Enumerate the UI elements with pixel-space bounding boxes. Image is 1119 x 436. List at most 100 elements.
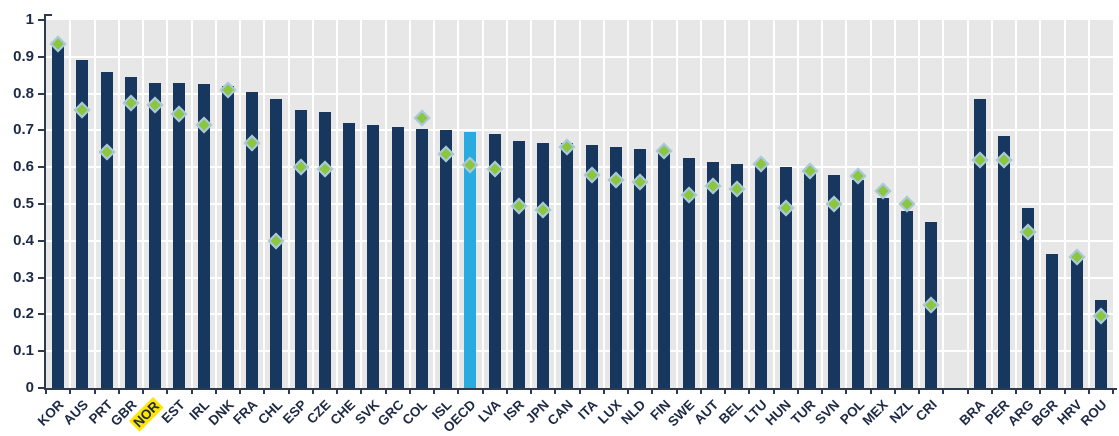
- gridline-vertical: [554, 20, 557, 388]
- x-axis-label-SWE: SWE: [664, 397, 698, 430]
- gridline-vertical: [481, 20, 484, 388]
- x-axis-tick: [602, 390, 605, 394]
- x-axis-label-PER: PER: [982, 397, 1013, 428]
- bar-GBR: [124, 77, 137, 388]
- x-axis-tick: [869, 390, 872, 394]
- x-axis-tick: [45, 390, 47, 394]
- gridline-vertical: [263, 20, 266, 388]
- bar-DNK: [221, 86, 234, 388]
- gridline-vertical: [990, 20, 993, 388]
- x-axis-tick: [263, 390, 266, 394]
- x-axis-label-EST: EST: [158, 397, 188, 427]
- x-axis-tick: [481, 390, 484, 394]
- x-axis-tick: [360, 390, 363, 394]
- gridline-vertical: [239, 20, 241, 388]
- x-axis-tick: [287, 390, 290, 394]
- x-axis-tick: [530, 390, 532, 394]
- gridline-vertical: [869, 20, 872, 388]
- y-axis-tick-label: 0.4: [13, 231, 34, 249]
- gridline-vertical: [214, 20, 217, 388]
- x-axis-label-MEX: MEX: [859, 397, 892, 429]
- bar-FRA: [246, 91, 259, 388]
- y-axis-tick: [38, 203, 44, 205]
- gridline-vertical: [651, 20, 654, 388]
- gridline-vertical: [190, 20, 193, 388]
- bar-HRV: [1070, 255, 1083, 388]
- bar-BRA: [973, 99, 986, 388]
- x-axis-tick: [918, 390, 920, 394]
- x-axis-tick: [675, 390, 678, 394]
- gridline-vertical: [578, 20, 581, 388]
- bar-NLD: [634, 148, 647, 388]
- gridline-vertical: [408, 20, 411, 388]
- gridline-vertical: [93, 20, 96, 388]
- bar-AUS: [76, 60, 89, 388]
- gridline-vertical: [505, 20, 508, 388]
- x-axis-label-BEL: BEL: [716, 397, 746, 427]
- x-axis-tick: [966, 390, 969, 394]
- bar-TUR: [803, 172, 816, 388]
- gridline-vertical: [748, 20, 751, 388]
- diamond-marker-COL: [413, 109, 431, 127]
- x-axis-tick: [311, 390, 314, 394]
- bar-LUX: [609, 146, 622, 388]
- gridline-vertical: [966, 20, 969, 388]
- x-axis-tick: [408, 390, 411, 394]
- x-axis-tick: [190, 390, 193, 394]
- y-axis-tick: [38, 92, 44, 95]
- y-axis-tick-label: 0.9: [13, 47, 34, 65]
- x-axis-label-NLD: NLD: [618, 397, 649, 428]
- y-axis-tick-label: 0.3: [13, 268, 34, 286]
- bar-NOR: [149, 82, 162, 388]
- bar-CHE: [343, 123, 356, 388]
- x-axis-tick: [554, 390, 557, 394]
- gridline-vertical: [287, 20, 290, 388]
- x-axis-tick: [1087, 390, 1090, 394]
- x-axis-label-CAN: CAN: [544, 397, 576, 429]
- x-axis-label-ROU: ROU: [1077, 397, 1110, 429]
- x-axis-tick: [239, 390, 241, 394]
- x-axis-tick: [117, 390, 120, 394]
- gridline-vertical: [142, 20, 144, 388]
- x-axis-tick: [990, 390, 993, 394]
- x-axis-label-ISR: ISR: [500, 397, 528, 424]
- bar-EST: [173, 82, 186, 388]
- x-axis-label-LVA: LVA: [474, 397, 504, 426]
- bar-OECD: [464, 132, 477, 388]
- gridline-vertical: [311, 20, 314, 388]
- y-axis-tick: [38, 276, 44, 279]
- y-axis-tick: [38, 350, 44, 353]
- bar-CZE: [318, 112, 331, 388]
- x-axis-label-FRA: FRA: [230, 397, 261, 428]
- bar-BGR: [1046, 253, 1059, 388]
- gridline-vertical: [675, 20, 678, 388]
- x-axis-tick: [845, 390, 848, 394]
- x-axis-label-AUT: AUT: [691, 397, 722, 428]
- bar-SVK: [367, 124, 380, 388]
- x-axis-tick: [1112, 390, 1114, 394]
- x-axis-label-GRC: GRC: [374, 397, 407, 429]
- y-axis-tick: [38, 19, 44, 21]
- bar-ARG: [1022, 207, 1035, 388]
- gridline-vertical: [117, 20, 120, 388]
- y-axis-tick: [38, 239, 44, 242]
- x-axis-tick: [1015, 390, 1017, 394]
- x-axis-tick: [627, 390, 629, 394]
- y-axis-tick: [38, 129, 44, 132]
- gridline-vertical: [942, 20, 945, 388]
- x-axis-label-CHL: CHL: [254, 397, 285, 428]
- bar-CAN: [561, 143, 574, 388]
- gridline-vertical: [627, 20, 629, 388]
- y-axis-tick: [38, 387, 44, 389]
- diamond-marker-MEX: [874, 182, 892, 200]
- x-axis-label-CZE: CZE: [303, 397, 334, 427]
- gridline-vertical: [384, 20, 387, 388]
- bar-BEL: [731, 163, 744, 388]
- x-axis-tick: [772, 390, 775, 394]
- x-axis-label-DNK: DNK: [205, 397, 237, 429]
- gridline-vertical: [821, 20, 823, 388]
- y-axis-tick-label: 0.6: [13, 158, 34, 176]
- x-axis-tick: [1039, 390, 1042, 394]
- x-axis-label-JPN: JPN: [522, 397, 552, 427]
